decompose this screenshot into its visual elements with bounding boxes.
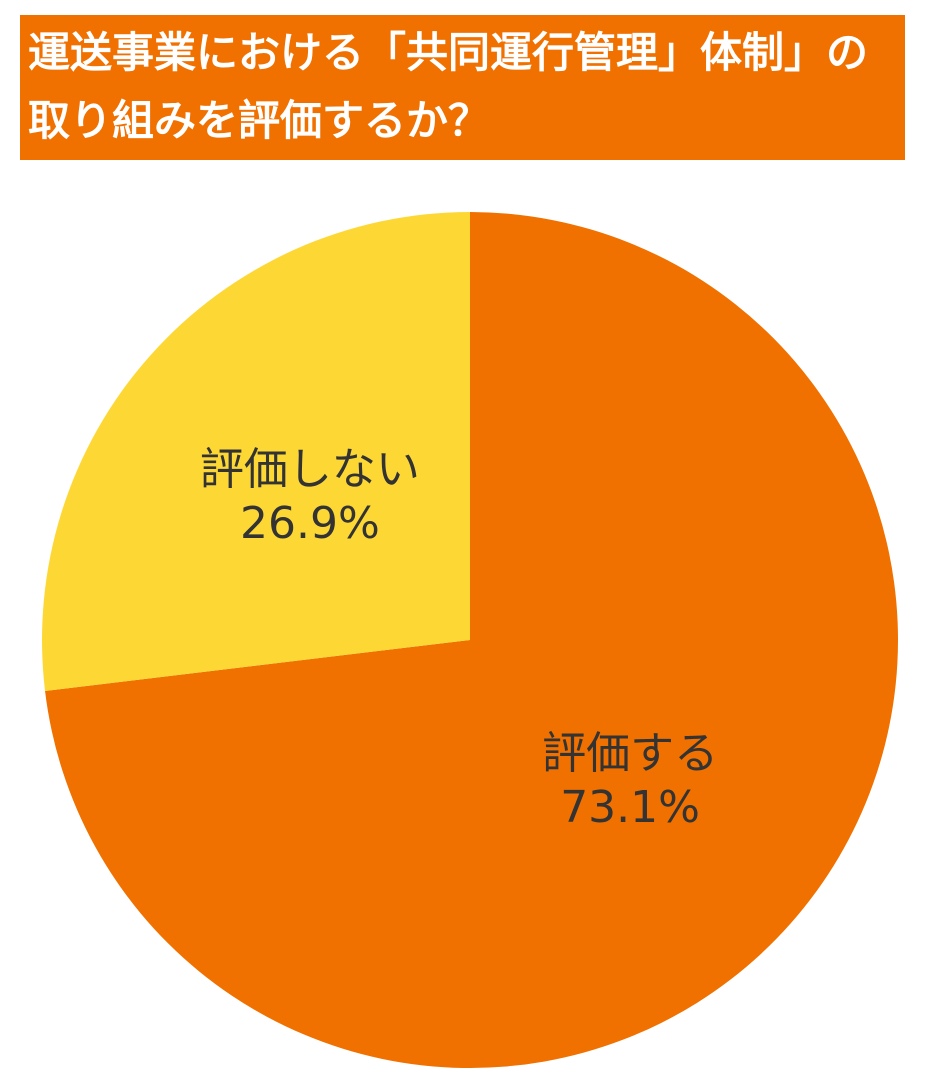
- value-label: 73.1%: [560, 782, 700, 833]
- slice-label: 評価する: [542, 728, 718, 779]
- value-label: 26.9%: [240, 498, 380, 549]
- pie-slice: [41, 211, 470, 691]
- chart-title: 運送事業における「共同運行管理」体制」の取り組みを評価するか？: [20, 15, 905, 160]
- pie-slice: [45, 212, 898, 1069]
- slice-label: 評価しない: [200, 444, 420, 495]
